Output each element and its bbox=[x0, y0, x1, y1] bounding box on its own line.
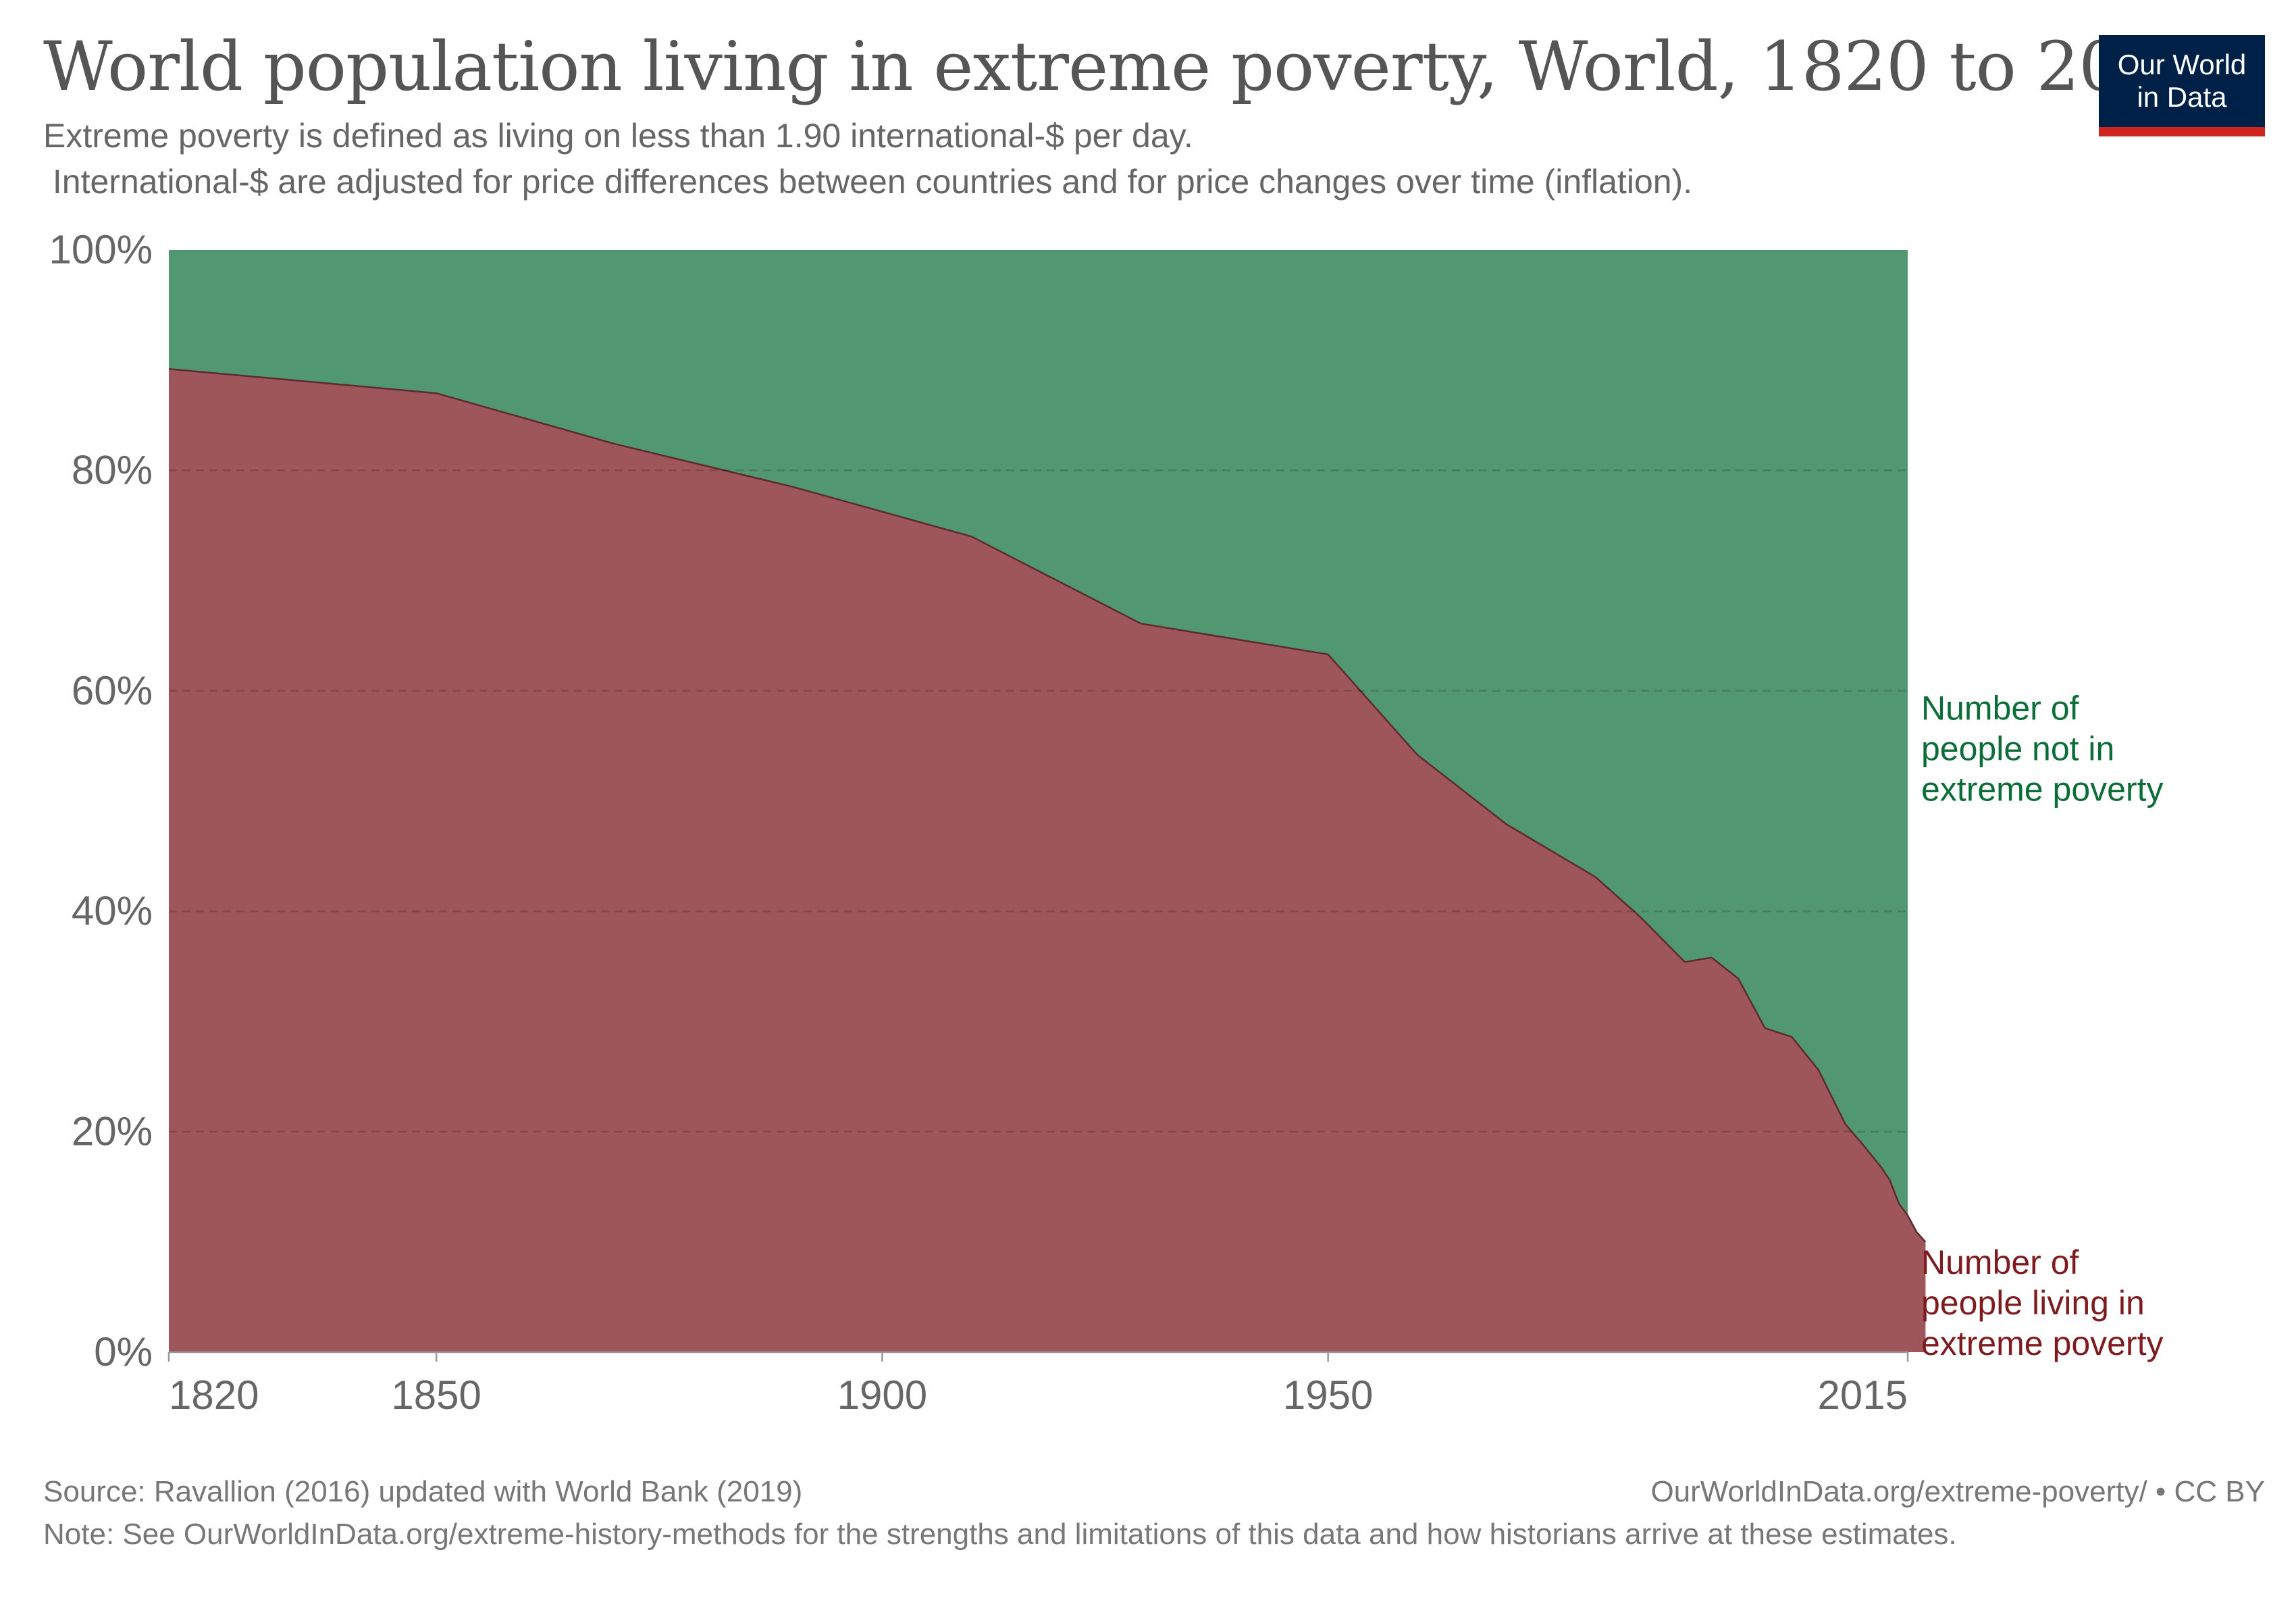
x-tick-label: 1850 bbox=[391, 1372, 481, 1418]
area-extreme-poverty bbox=[169, 369, 1926, 1352]
x-tick-label: 1820 bbox=[169, 1372, 259, 1418]
source-text: Source: Ravallion (2016) updated with Wo… bbox=[43, 1475, 803, 1508]
y-tick-label: 80% bbox=[72, 447, 153, 492]
y-tick-label: 20% bbox=[72, 1109, 153, 1154]
boundary-line bbox=[168, 368, 1927, 1243]
chart-title: World population living in extreme pover… bbox=[43, 27, 2206, 106]
y-tick-label: 100% bbox=[49, 227, 153, 272]
chart-subtitle-line1: Extreme poverty is defined as living on … bbox=[43, 117, 1193, 155]
owid-logo[interactable]: Our World in Data bbox=[2099, 35, 2265, 136]
y-tick-label: 60% bbox=[72, 668, 153, 713]
legend-label-not-in-poverty-line: Number of bbox=[1921, 689, 2079, 727]
chart-subtitle-line2: International-$ are adjusted for price d… bbox=[43, 163, 1693, 201]
logo-text-line1: Our World bbox=[2117, 49, 2247, 80]
legend-label-in-poverty: Number of people living in extreme poverty bbox=[1921, 1243, 2163, 1362]
source-url-link[interactable]: OurWorldInData.org/extreme-poverty/ • CC… bbox=[1650, 1475, 2265, 1508]
legend-label-in-poverty-line: extreme poverty bbox=[1921, 1324, 2163, 1362]
y-tick-label: 0% bbox=[94, 1329, 153, 1374]
x-tick-label: 1900 bbox=[837, 1372, 927, 1418]
x-tick-label: 2015 bbox=[1818, 1372, 1908, 1418]
x-tick-label: 1950 bbox=[1283, 1372, 1373, 1418]
legend-label-not-in-poverty: Number of people not in extreme poverty bbox=[1921, 689, 2163, 808]
note-text: Note: See OurWorldInData.org/extreme-his… bbox=[43, 1518, 1957, 1551]
legend-label-not-in-poverty-line: people not in bbox=[1921, 729, 2114, 767]
y-tick-label: 40% bbox=[72, 888, 153, 933]
legend-label-not-in-poverty-line: extreme poverty bbox=[1921, 770, 2163, 808]
legend-label-in-poverty-line: people living in bbox=[1921, 1284, 2145, 1322]
logo-text-line2: in Data bbox=[2137, 81, 2227, 113]
legend-label-in-poverty-line: Number of bbox=[1921, 1243, 2079, 1281]
